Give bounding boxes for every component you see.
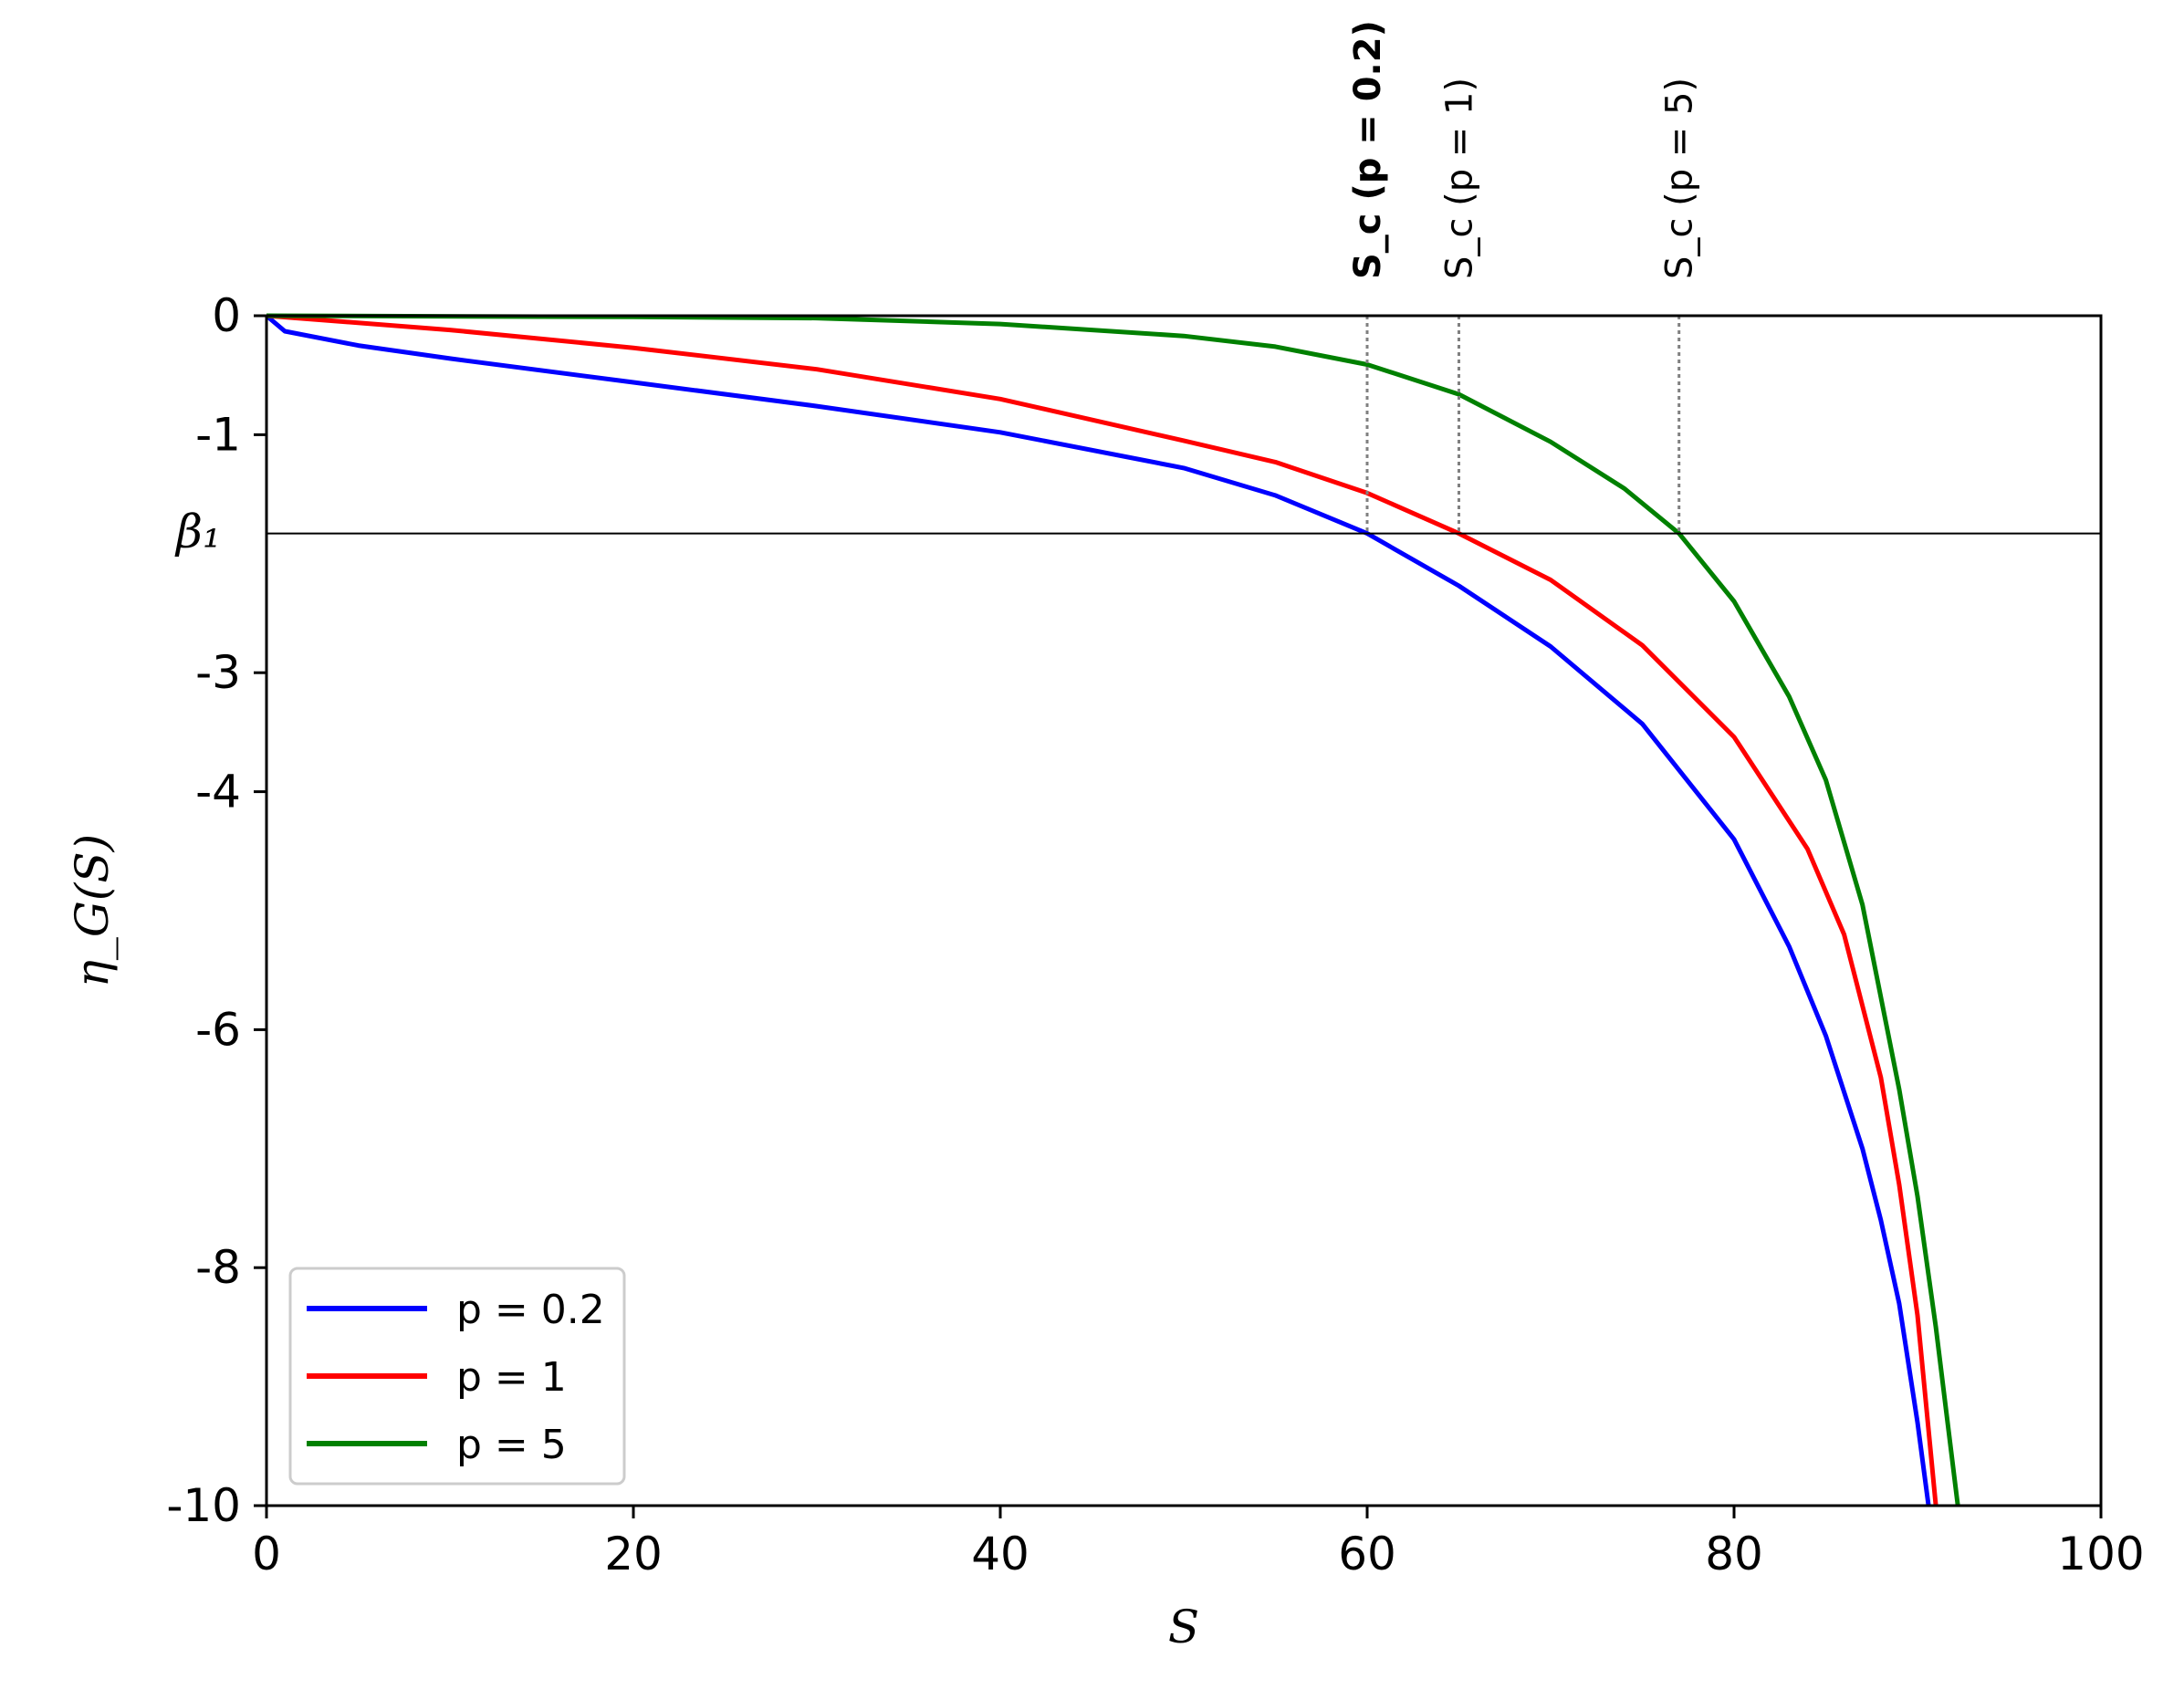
x-tick-label: 80 <box>1705 1528 1763 1580</box>
legend-entry: p = 1 <box>456 1354 567 1401</box>
y-axis-label: η_G(S) <box>66 834 119 987</box>
series-line <box>266 313 1960 1507</box>
y-tick-label: -8 <box>195 1241 241 1294</box>
plot-frame <box>265 314 2103 1507</box>
axes: 0 20 40 60 80 100 0 -1 -3 -4 -6 -8 -10 β₁ S_c (p = 0.2… <box>166 20 2144 1580</box>
y-tick-label: -3 <box>195 646 241 699</box>
series-line <box>265 314 1931 1507</box>
series-layer <box>265 313 1960 1507</box>
series-line <box>266 313 1938 1507</box>
reference-lines <box>266 316 2101 535</box>
x-axis-label: S <box>1168 1601 1199 1653</box>
critical-label: S_c (p = 0.2) <box>1347 20 1389 279</box>
critical-label: S_c (p = 5) <box>1659 78 1701 279</box>
beta-label: β₁ <box>174 506 221 558</box>
x-tick-label: 20 <box>604 1528 663 1580</box>
y-tick-label: -4 <box>195 766 241 819</box>
x-tick-label: 100 <box>2057 1528 2144 1580</box>
legend: p = 0.2 p = 1 p = 5 <box>288 1267 626 1486</box>
x-tick-label: 0 <box>252 1528 281 1580</box>
critical-label: S_c (p = 1) <box>1439 78 1481 279</box>
y-tick-label: 0 <box>212 289 241 342</box>
legend-entry: p = 0.2 <box>456 1287 605 1333</box>
legend-box <box>288 1267 626 1486</box>
legend-entry: p = 5 <box>456 1422 567 1468</box>
x-tick-label: 60 <box>1338 1528 1396 1580</box>
y-tick-label: -10 <box>166 1479 241 1532</box>
y-tick-label: -6 <box>195 1003 241 1056</box>
x-tick-label: 40 <box>971 1528 1029 1580</box>
y-tick-label: -1 <box>195 408 241 461</box>
